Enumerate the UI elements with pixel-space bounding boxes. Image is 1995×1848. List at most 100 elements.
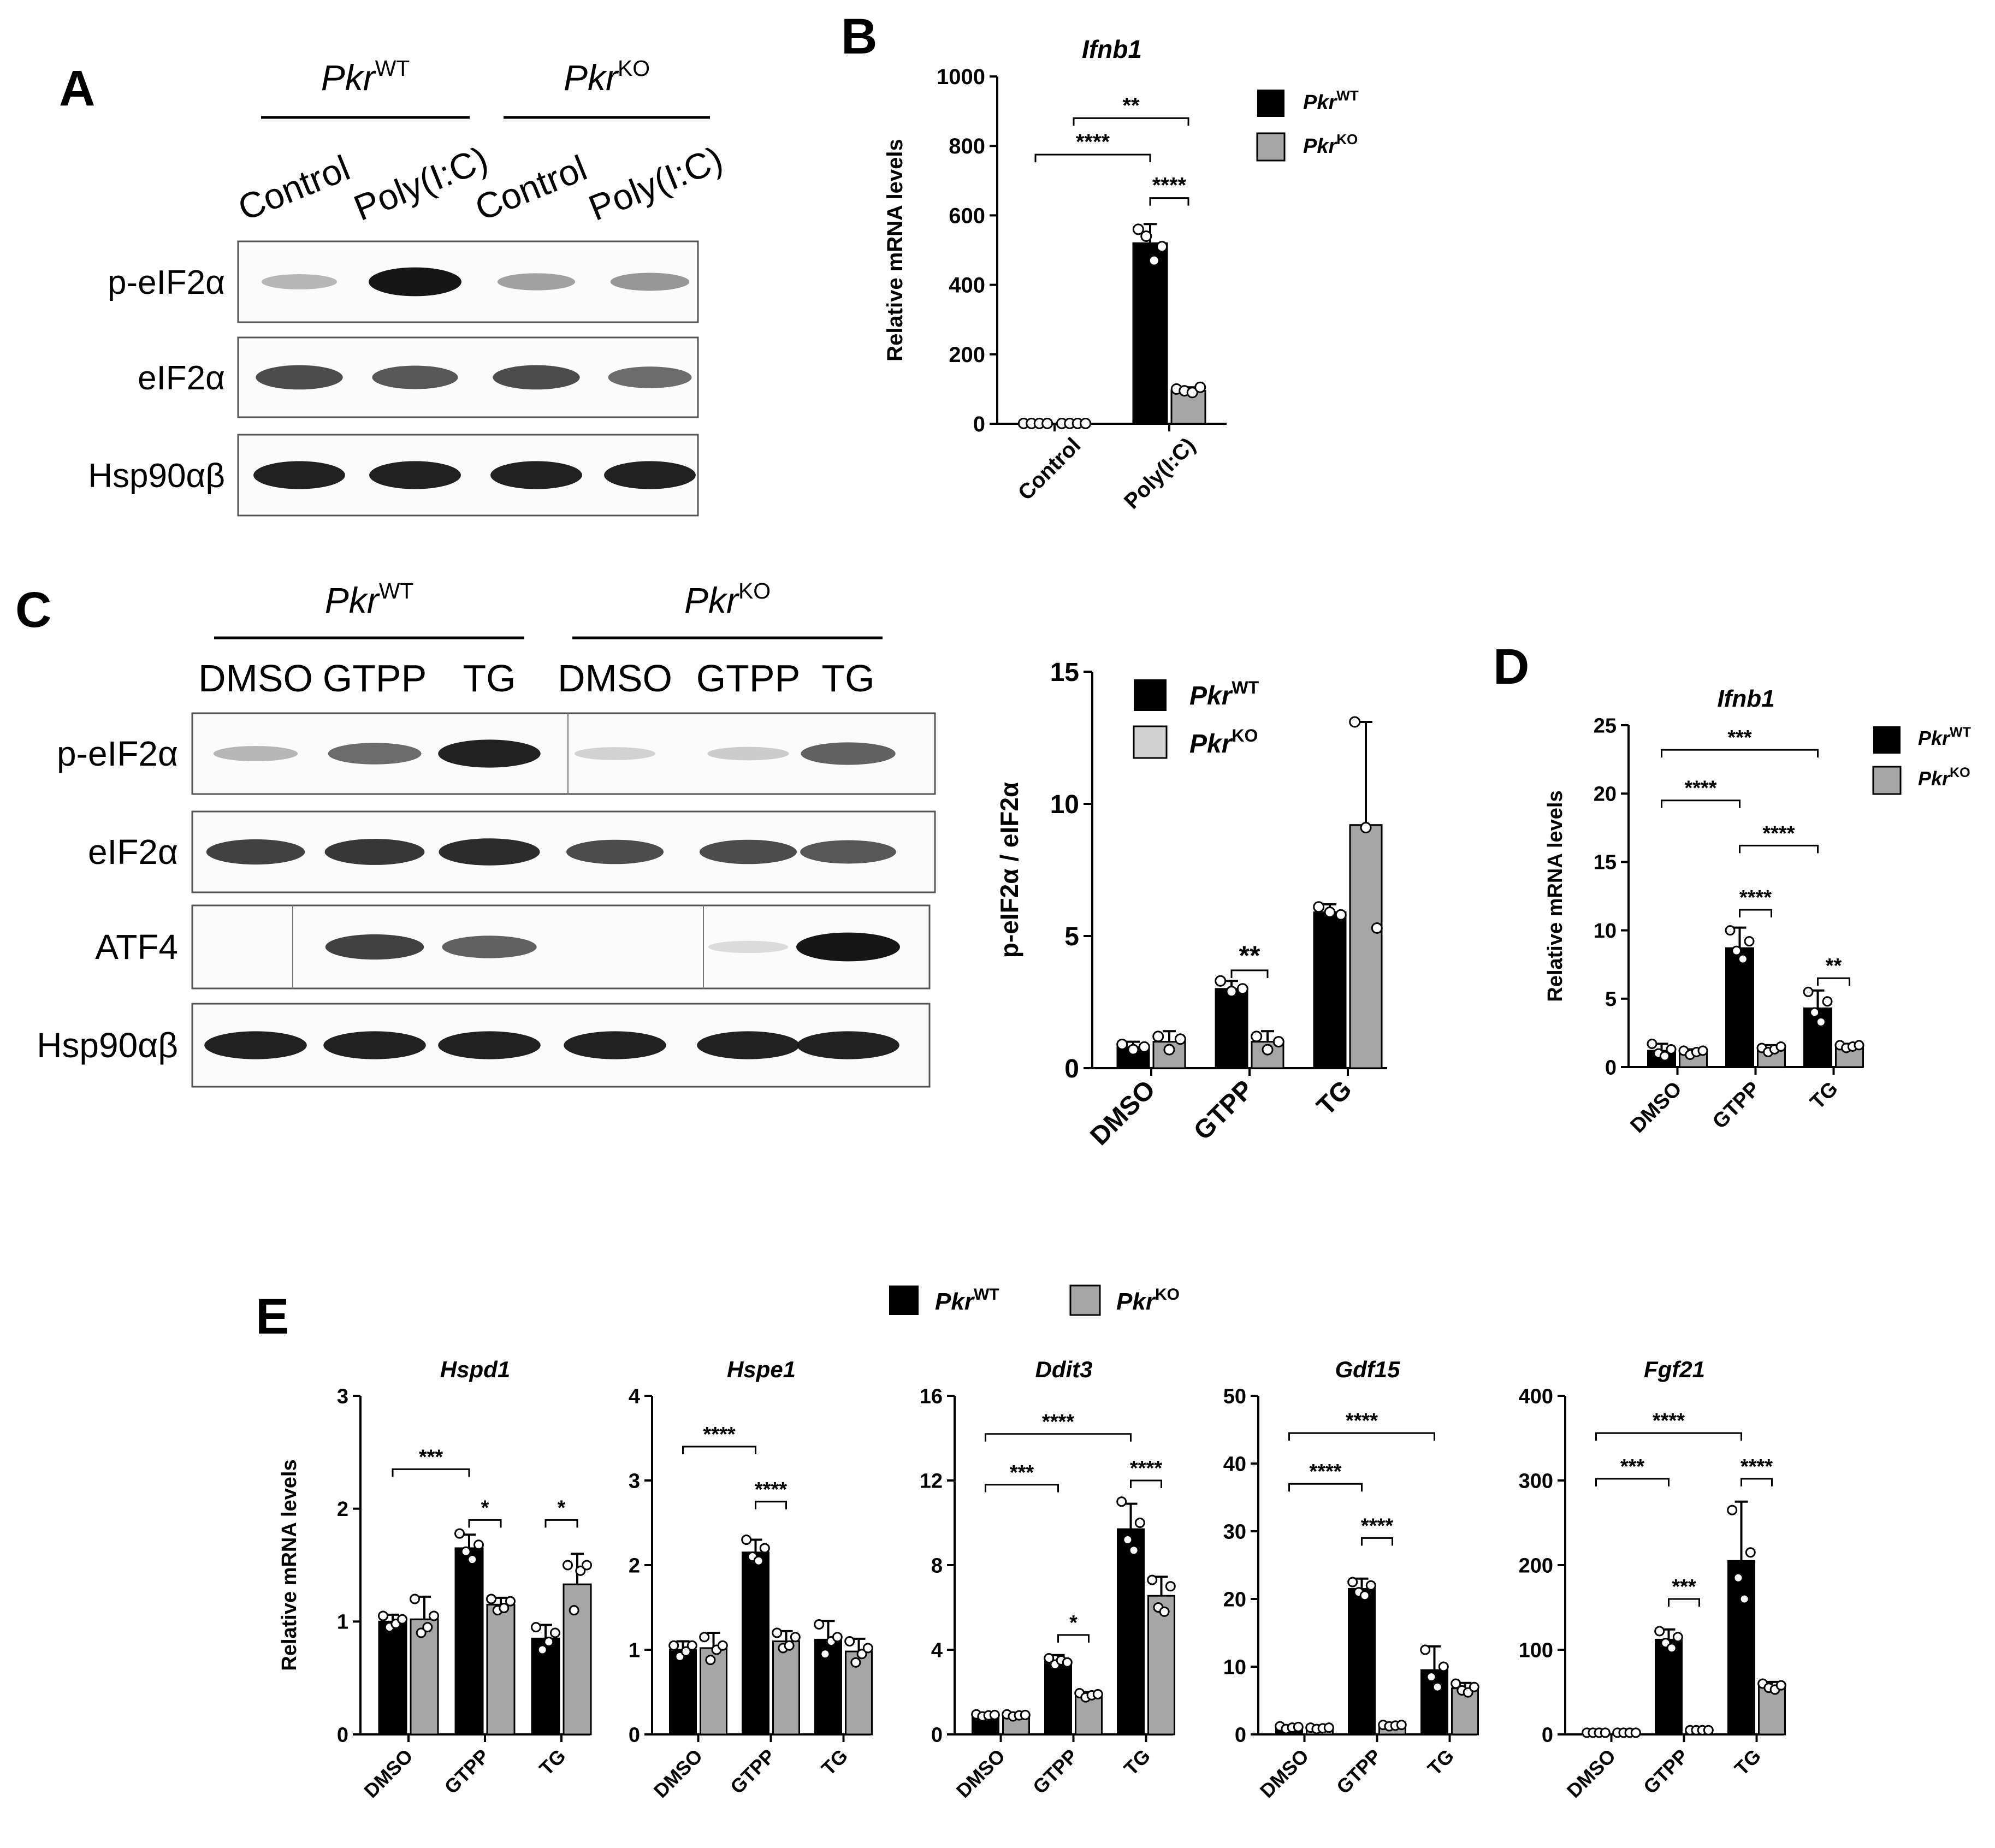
significance-label: ** (1122, 93, 1140, 117)
significance-bracket (1739, 909, 1772, 918)
x-tick-label: GTPP (1332, 1745, 1386, 1798)
significance-label: * (1069, 1612, 1078, 1634)
x-tick-label: GTPP (440, 1745, 493, 1798)
blot-c-band (206, 839, 305, 865)
y-tick-label: 4 (629, 1385, 640, 1408)
bar (669, 1649, 697, 1736)
legend-e: PkrWT PkrKO (889, 1284, 1180, 1316)
x-tick-label: TG (1423, 1745, 1458, 1780)
bar (1349, 824, 1383, 1069)
blot-c-band (574, 747, 656, 760)
chart-title: Ifnb1 (1717, 685, 1774, 712)
x-tick-label: DMSO (1085, 1075, 1161, 1151)
legend-d: PkrWT PkrKO (1872, 725, 1971, 795)
bar (1725, 947, 1754, 1068)
significance-label: **** (755, 1478, 787, 1501)
data-point (850, 1657, 861, 1668)
data-point (1396, 1720, 1407, 1731)
legend-c-wt-swatch (1134, 679, 1167, 711)
data-point (1745, 1547, 1756, 1558)
data-point (1725, 925, 1736, 936)
x-tick-label: GTPP (1639, 1745, 1692, 1798)
data-point (1138, 1041, 1150, 1053)
x-tick-label: GTPP (726, 1745, 779, 1798)
data-point (467, 1554, 478, 1565)
data-point (1739, 1594, 1750, 1604)
y-tick-label: 100 (1519, 1639, 1553, 1662)
blot-c-band (439, 838, 540, 866)
data-point (1854, 1040, 1864, 1051)
x-tick-label: GTPP (1708, 1077, 1765, 1134)
y-tick-label: 15 (1594, 851, 1617, 874)
y-tick-label: 20 (1223, 1588, 1246, 1611)
data-point (1215, 975, 1227, 987)
y-tick-label: 200 (1519, 1554, 1553, 1577)
y-tick-label: 1 (337, 1611, 348, 1634)
significance-label: *** (1620, 1455, 1645, 1478)
legend-b-ko-label: PkrKO (1303, 131, 1358, 158)
data-point (1822, 996, 1833, 1007)
data-point (1127, 1044, 1139, 1056)
y-tick-label: 200 (949, 343, 985, 367)
chart-d: 0 5 10 15 20 25 Ifnb1 Relative mRNA levels DMSO G… (1544, 685, 1864, 1138)
blot-a-band (493, 365, 580, 390)
data-point (1666, 1044, 1677, 1055)
data-point (1041, 417, 1053, 429)
bar (1803, 1007, 1832, 1068)
bar (1132, 242, 1168, 425)
significance-label: **** (1741, 1455, 1773, 1478)
legend-c-ko-swatch (1133, 725, 1168, 759)
blot-a-lane-label: Poly(I:C) (348, 138, 494, 228)
x-tick-label: TG (817, 1745, 852, 1780)
data-point (1226, 986, 1238, 998)
data-point (1365, 1580, 1376, 1591)
data-point (1128, 1545, 1139, 1556)
x-tick-label: TG (1120, 1745, 1155, 1780)
data-point (1148, 254, 1160, 266)
blot-c-lane-label: GTPP (696, 657, 801, 700)
significance-bracket (985, 1484, 1059, 1492)
significance-label: **** (1042, 1411, 1074, 1434)
y-tick-label: 2 (629, 1554, 640, 1577)
significance-bracket (1288, 1483, 1363, 1492)
data-point (1062, 1657, 1073, 1668)
x-tick-label: TG (1311, 1075, 1358, 1121)
significance-label: **** (1684, 777, 1716, 800)
y-tick-label: 0 (1542, 1723, 1553, 1746)
x-tick-label: DMSO (649, 1745, 707, 1802)
data-point (1323, 1722, 1334, 1733)
significance-bracket (682, 1446, 756, 1454)
data-point (668, 1640, 679, 1651)
y-tick-label: 3 (337, 1385, 348, 1408)
panel-letter-d: D (1493, 639, 1529, 695)
data-point (1654, 1626, 1665, 1637)
y-tick-label: 5 (1605, 988, 1617, 1011)
significance-label: **** (1309, 1460, 1341, 1483)
significance-bracket (1034, 153, 1151, 163)
data-point (1186, 387, 1198, 399)
blot-a-group-gene: Pkr (321, 57, 377, 98)
y-tick-label: 3 (629, 1470, 640, 1492)
data-point (1313, 901, 1325, 913)
blot-c-band (796, 932, 900, 962)
data-point (1420, 1644, 1431, 1655)
data-point (537, 1644, 548, 1655)
data-point (1426, 1672, 1437, 1683)
blot-c-band (797, 1031, 899, 1059)
data-point (705, 1655, 716, 1666)
significance-label: **** (703, 1423, 735, 1446)
data-point (1815, 1016, 1826, 1027)
blot-c-group-label: PkrKO (684, 578, 771, 620)
significance-bracket (1230, 969, 1269, 978)
x-tick-label: GTPP (1028, 1745, 1082, 1798)
legend-c-wt-label: PkrWT (1189, 678, 1259, 710)
significance-bracket (392, 1468, 470, 1477)
blot-c-band (438, 739, 541, 768)
chart-title: Ifnb1 (1082, 35, 1142, 63)
bar (1044, 1660, 1072, 1736)
y-tick-label: 12 (920, 1470, 943, 1492)
significance-bracket (1057, 1634, 1090, 1643)
